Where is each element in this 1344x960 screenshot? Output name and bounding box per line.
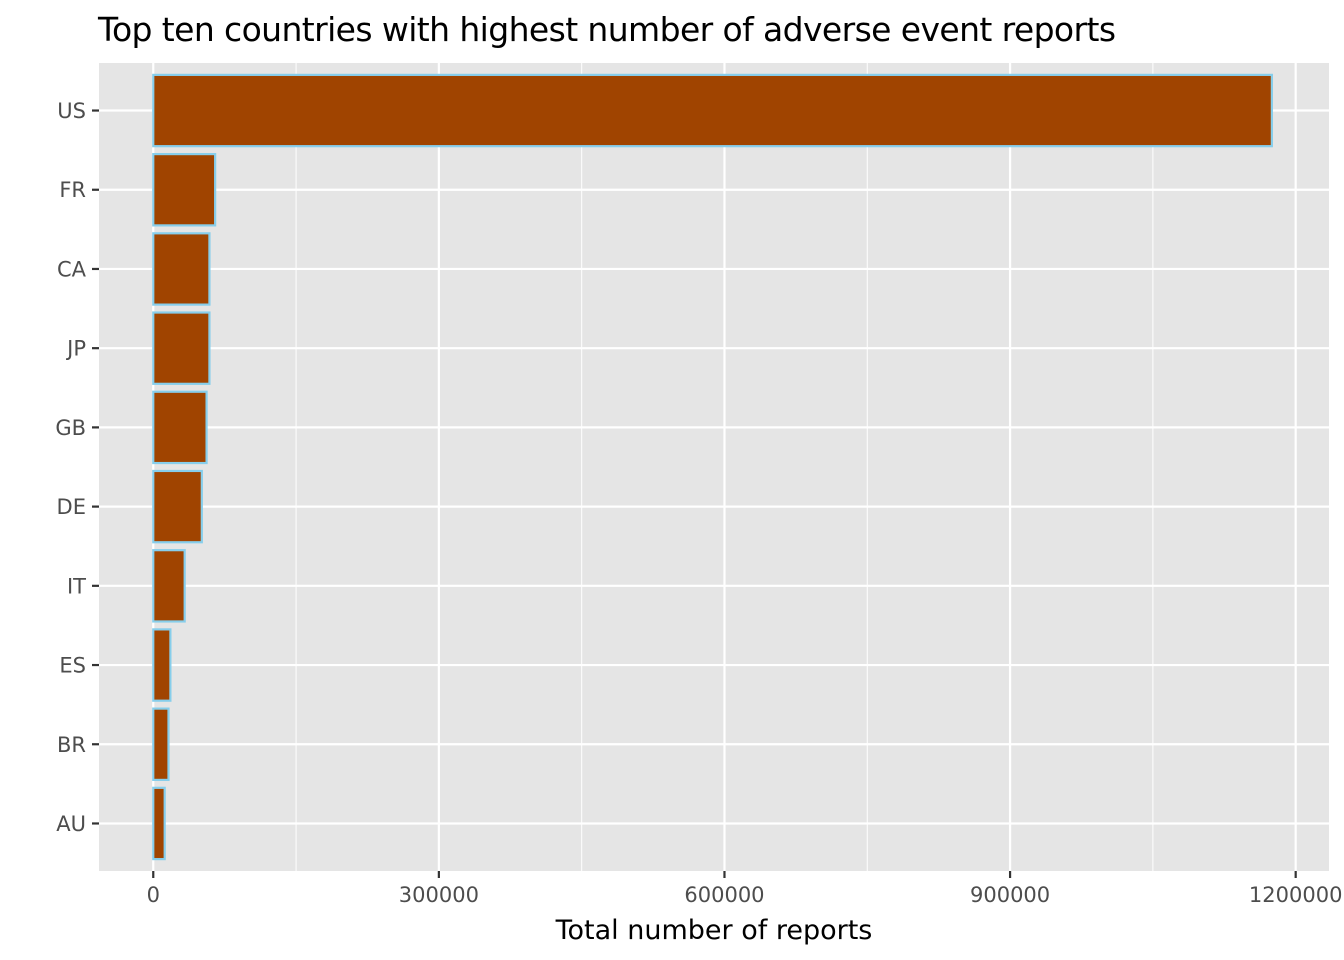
- bar-fr: [152, 152, 217, 227]
- bar-ca: [152, 232, 211, 306]
- y-tick-label-au: AU: [56, 812, 86, 836]
- bar-gb: [152, 390, 208, 465]
- x-tick-label: 1200000: [1249, 883, 1343, 907]
- bar-de: [152, 469, 203, 544]
- x-tick-label: 900000: [970, 883, 1050, 907]
- minor-gridlines: [295, 63, 1154, 871]
- bars: [152, 73, 1273, 861]
- x-axis-title: Total number of reports: [555, 915, 873, 946]
- y-tick-label-us: US: [57, 99, 86, 123]
- y-tick-label-jp: JP: [65, 337, 86, 361]
- y-axis: US FR CA JP GB DE IT ES BR AU: [55, 99, 99, 836]
- x-tick-label: 300000: [399, 883, 479, 907]
- plot-panel: [99, 63, 1329, 871]
- y-tick-label-de: DE: [57, 495, 86, 519]
- y-tick-label-br: BR: [57, 733, 86, 757]
- bar-br: [152, 707, 170, 782]
- bar-jp: [152, 311, 211, 385]
- y-tick-label-fr: FR: [59, 178, 86, 202]
- y-tick-label-ca: CA: [57, 257, 87, 281]
- bar-us: [152, 73, 1273, 148]
- x-tick-label: 600000: [684, 883, 764, 907]
- bar-it: [152, 549, 186, 623]
- x-tick-label: 0: [147, 883, 160, 907]
- x-axis: 0 300000 600000 900000 1200000: [147, 871, 1343, 907]
- bar-au: [152, 786, 166, 861]
- y-tick-label-gb: GB: [55, 416, 86, 440]
- y-tick-label-es: ES: [59, 654, 86, 678]
- y-tick-label-it: IT: [67, 574, 86, 598]
- chart-title: Top ten countries with highest number of…: [98, 10, 1116, 49]
- bar-es: [152, 628, 172, 702]
